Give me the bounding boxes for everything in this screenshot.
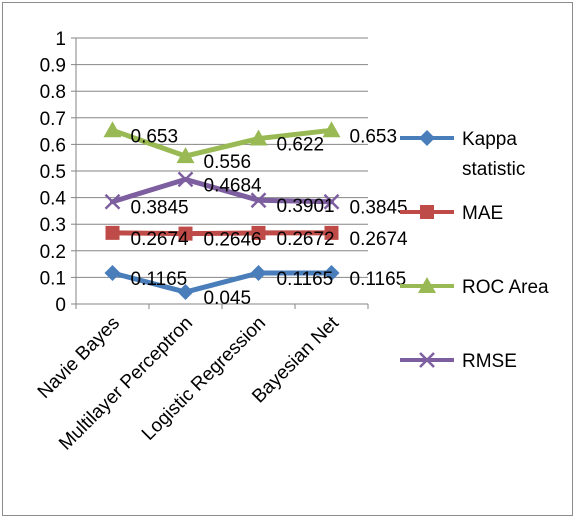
data-point-marker xyxy=(322,121,341,138)
y-tick-label: 0.9 xyxy=(40,56,66,77)
data-label: 0.045 xyxy=(204,288,252,309)
chart-frame xyxy=(2,2,573,516)
axes: 0 0.1 0.2 0.3 0.4 0.5 0.6 0.7 0.8 0.9 1 xyxy=(40,29,369,316)
data-point-marker xyxy=(176,147,195,164)
y-tick-label: 0.8 xyxy=(40,82,66,103)
data-label: 0.2672 xyxy=(277,229,335,250)
y-tick-label: 0.7 xyxy=(40,109,66,130)
data-point-marker xyxy=(250,265,267,282)
data-point-marker xyxy=(104,193,121,210)
legend-label: ROC Area xyxy=(462,277,549,298)
data-label: 0.622 xyxy=(277,135,325,156)
series-line xyxy=(110,127,334,159)
data-label: 0.3845 xyxy=(350,198,408,219)
data-label: 0.2674 xyxy=(131,229,190,250)
y-tick-label: 0.6 xyxy=(40,135,66,156)
data-label: 0.1165 xyxy=(131,269,188,290)
data-point-marker xyxy=(249,129,268,146)
y-tick-label: 0.4 xyxy=(40,189,67,210)
data-point-marker xyxy=(419,352,435,368)
legend-label: statistic xyxy=(462,159,525,180)
data-label: 0.2674 xyxy=(350,229,409,250)
legend-label: RMSE xyxy=(462,351,517,372)
data-label: 0.2646 xyxy=(204,230,262,251)
data-labels: 0.1165 0.045 0.1165 0.1165 0.2674 0.2646 0.267… xyxy=(131,126,409,309)
data-point-marker xyxy=(250,192,267,209)
category-label: Multilayer Perceptron xyxy=(55,313,197,455)
y-tick-label: 0.2 xyxy=(40,242,66,263)
data-point-marker xyxy=(419,130,435,146)
category-label: Logistic Regression xyxy=(138,313,270,445)
data-point-marker xyxy=(103,121,122,138)
data-point-marker xyxy=(178,226,193,241)
legend-label: MAE xyxy=(462,203,503,224)
data-point-marker xyxy=(105,225,120,240)
series-line xyxy=(110,270,334,295)
y-tick-label: 0.5 xyxy=(40,162,66,183)
legend: Kappa statistic MAE ROC Area RMSE xyxy=(400,129,549,372)
data-point-marker xyxy=(324,225,339,240)
legend-item: Kappa statistic xyxy=(400,129,525,180)
data-point-marker xyxy=(418,277,436,293)
y-tick-label: 1 xyxy=(55,29,66,50)
data-label: 0.653 xyxy=(350,126,398,147)
data-label: 0.653 xyxy=(131,126,179,147)
legend-item: MAE xyxy=(400,203,503,224)
series-line xyxy=(110,176,334,205)
legend-item: ROC Area xyxy=(400,277,549,298)
data-label: 0.1165 xyxy=(350,269,407,290)
data-label: 0.1165 xyxy=(277,269,334,290)
legend-label: Kappa xyxy=(462,129,517,150)
data-point-marker xyxy=(323,193,340,210)
y-tick-label: 0.1 xyxy=(40,268,66,289)
series-lines xyxy=(103,121,341,301)
data-label: 0.3845 xyxy=(131,198,189,219)
data-point-marker xyxy=(251,225,266,240)
data-label: 0.556 xyxy=(204,152,252,173)
y-tick-label: 0.3 xyxy=(40,215,66,236)
data-label: 0.3901 xyxy=(277,196,335,217)
series-line xyxy=(110,230,334,237)
data-label: 0.4684 xyxy=(204,175,263,196)
data-point-marker xyxy=(420,205,434,219)
data-point-marker xyxy=(104,265,121,282)
data-point-marker xyxy=(177,284,194,301)
y-tick-label: 0 xyxy=(55,295,66,316)
legend-item: RMSE xyxy=(400,351,517,372)
data-point-marker xyxy=(177,171,194,188)
data-point-marker xyxy=(323,265,340,282)
